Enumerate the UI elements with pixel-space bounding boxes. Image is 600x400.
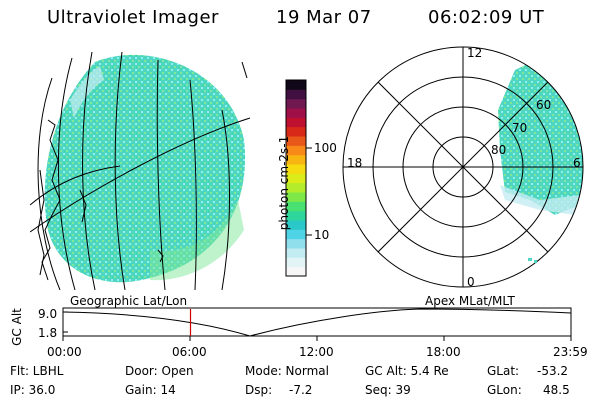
timeline-left-label: Geographic Lat/Lon — [70, 294, 188, 308]
date-label: 19 Mar 07 — [276, 7, 372, 28]
colorbar-segment — [286, 145, 306, 156]
colorbar-segment — [286, 164, 306, 174]
timeline-x-tick-2359: 23:59 — [553, 345, 588, 359]
colorbar-segment — [286, 182, 306, 193]
dsp-value: -7.2 — [289, 383, 313, 397]
colorbar-segment — [286, 229, 306, 240]
polar-mlt-0: 0 — [467, 275, 475, 289]
colorbar-segment — [286, 201, 306, 212]
mode-label: Mode: Normal — [245, 364, 329, 378]
polar-mlt-18: 18 — [347, 156, 363, 170]
colorbar-segment — [286, 108, 306, 118]
timeline-x-tick-1200: 12:00 — [299, 345, 334, 359]
polar-lat-70: 70 — [512, 121, 528, 135]
timeline-right-label: Apex MLat/MLT — [425, 294, 515, 308]
colorbar-segment — [286, 173, 306, 184]
colorbar-tick-10: 10 — [314, 228, 330, 242]
colorbar-segment — [286, 257, 306, 268]
colorbar-tick-100: 100 — [314, 141, 337, 155]
ip-label: IP: 36.0 — [10, 383, 56, 397]
longitude-lines — [30, 51, 251, 290]
glon-label: GLon: — [487, 383, 522, 397]
timeline-y-tick-1-8: 1.8 — [38, 326, 58, 340]
colorbar-segment — [286, 117, 306, 128]
glat-value: -53.2 — [537, 364, 569, 378]
dsp-label: Dsp: — [245, 383, 273, 397]
colorbar-segment — [286, 126, 306, 137]
timeline-x-tick-0600: 06:00 — [172, 345, 207, 359]
polar-mlt-6: 6 — [573, 156, 581, 170]
seq-label: Seq: 39 — [365, 383, 411, 397]
colorbar-segment — [286, 192, 306, 202]
timeline-x-tick-0000: 00:00 — [47, 345, 82, 359]
colorbar-segment — [286, 266, 306, 277]
time-label: 06:02:09 UT — [428, 7, 545, 28]
colorbar-segment — [286, 238, 306, 249]
polar-lat-80: 80 — [491, 143, 507, 157]
instrument-title: Ultraviolet Imager — [47, 7, 219, 28]
polar-mlt-12: 12 — [467, 46, 483, 60]
polar-lat-60: 60 — [536, 98, 552, 112]
colorbar-segment — [286, 248, 306, 258]
gc-alt-label: GC Alt: 5.4 Re — [365, 364, 449, 378]
filter-label: Flt: LBHL — [10, 364, 64, 378]
colorbar-segment — [286, 89, 306, 100]
colorbar-segment — [286, 136, 306, 146]
glat-label: GLat: — [487, 364, 520, 378]
colorbar-segment — [286, 80, 306, 90]
altitude-curve — [62, 308, 572, 337]
glon-value: 48.5 — [543, 383, 570, 397]
colorbar-segment — [286, 220, 306, 230]
gain-label: Gain: 14 — [125, 383, 176, 397]
timeline-x-tick-1800: 18:00 — [426, 345, 461, 359]
door-label: Door: Open — [125, 364, 194, 378]
coastline — [41, 119, 61, 281]
colorbar-segment — [286, 210, 306, 221]
colorbar-segment — [286, 154, 306, 165]
timeline-y-tick-9: 9.0 — [38, 307, 58, 321]
colorbar-segment — [286, 98, 306, 109]
